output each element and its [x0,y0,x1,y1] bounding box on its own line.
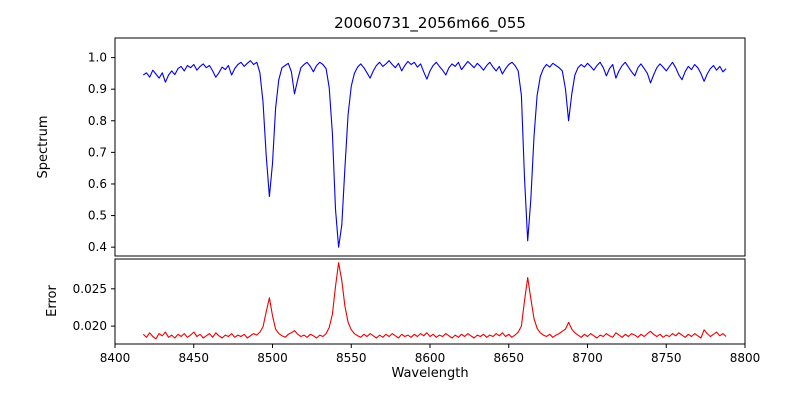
x-tick-label: 8400 [100,351,131,365]
spectrum-panel-border [114,37,746,257]
x-tick-label: 8600 [415,351,446,365]
x-tick-label: 8500 [257,351,288,365]
x-tick-label: 8550 [336,351,367,365]
error-y-axis-label: Error [45,285,60,317]
spectrum-y-tick-label: 0.9 [88,82,107,96]
spectrum-y-tick-label: 0.4 [88,240,107,254]
x-tick-label: 8450 [178,351,209,365]
x-tick-label: 8700 [572,351,603,365]
error-y-tick-label: 0.025 [73,282,107,296]
x-tick-label: 8800 [730,351,761,365]
spectrum-y-axis-label: Spectrum [36,116,51,179]
error-y-tick-label: 0.020 [73,319,107,333]
spectrum-line [142,60,727,248]
plot-layers: 0.4 0.5 0.6 0.7 0.8 0.9 1.0 0.020 0.025 8400 8450 8… [73,37,761,365]
spectrum-y-tick-label: 0.8 [88,114,107,128]
spectrum-y-tick-label: 0.5 [88,209,107,223]
spectrum-y-tick-label: 1.0 [88,51,107,65]
chart-title: 20060731_2056m66_055 [334,14,526,33]
spectrum-y-tick-label: 0.6 [88,177,107,191]
x-tick-label: 8650 [493,351,524,365]
x-tick-label: 8750 [651,351,682,365]
x-axis-label: Wavelength [391,366,468,381]
spectrum-y-tick-label: 0.7 [88,145,107,159]
error-line [142,262,727,340]
